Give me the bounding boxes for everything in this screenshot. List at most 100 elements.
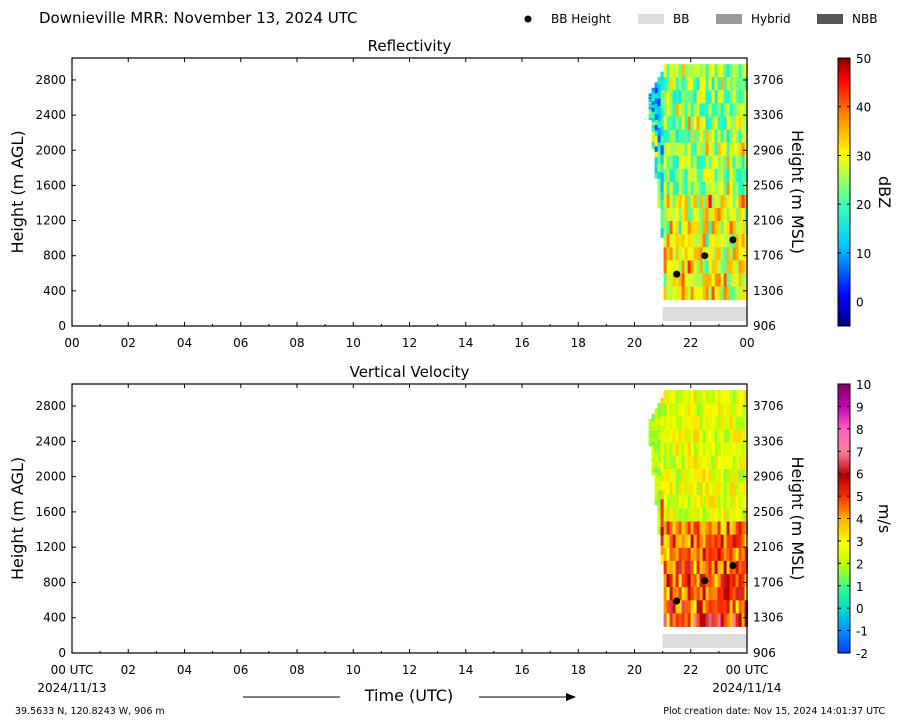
heatmap-cell — [672, 103, 676, 117]
heatmap-cell — [672, 129, 676, 144]
heatmap-cell — [720, 534, 724, 549]
heatmap-cell — [657, 483, 661, 492]
heatmap-cell — [687, 469, 691, 483]
heatmap-cell — [696, 521, 700, 535]
heatmap-cell — [744, 429, 748, 444]
heatmap-cell — [660, 471, 664, 482]
y-tick-label: 2400 — [35, 434, 66, 448]
heatmap-cell — [741, 600, 745, 614]
x-axis-label: Time (UTC) — [364, 686, 453, 705]
heatmap-cell — [705, 77, 709, 91]
heatmap-cell — [687, 547, 691, 562]
heatmap-cell — [726, 600, 730, 614]
heatmap-cell — [702, 155, 706, 170]
heatmap-cell — [675, 574, 679, 588]
heatmap-cell — [735, 195, 739, 209]
heatmap-cell — [714, 273, 718, 287]
heatmap-cell — [729, 482, 733, 496]
heatmap-cell — [681, 195, 685, 209]
heatmap-cell — [675, 208, 679, 222]
heatmap-cell — [711, 181, 715, 196]
heatmap-cell — [714, 469, 718, 483]
heatmap-cell — [723, 547, 727, 562]
heatmap-cell — [651, 125, 655, 129]
heatmap-cell — [675, 613, 679, 627]
heatmap-cell — [675, 168, 679, 183]
heatmap-cell — [717, 195, 721, 209]
x-tick-label: 20 — [627, 336, 642, 350]
heatmap-cell — [666, 234, 670, 248]
colorbar-tick-label: 9 — [856, 400, 864, 414]
heatmap-cell — [711, 234, 715, 248]
heatmap-cell — [654, 87, 658, 94]
y-tick-label: 0 — [58, 319, 66, 333]
heatmap-cell — [723, 469, 727, 483]
heatmap-cell — [684, 90, 688, 104]
x-tick-label: 00 UTC — [726, 663, 769, 677]
colorbar-tick-label: 7 — [856, 445, 864, 459]
heatmap-cell — [684, 429, 688, 444]
heatmap-cell — [735, 429, 739, 444]
heatmap-cell — [666, 390, 670, 404]
heatmap-cell — [726, 469, 730, 483]
heatmap-cell — [696, 103, 700, 117]
heatmap-cell — [720, 234, 724, 248]
heatmap-cell — [693, 273, 697, 287]
heatmap-cell — [678, 155, 682, 170]
heatmap-cell — [711, 208, 715, 222]
heatmap-cell — [675, 469, 679, 483]
heatmap-cell — [678, 521, 682, 535]
heatmap-cell — [648, 94, 652, 97]
heatmap-cell — [669, 155, 673, 170]
heatmap-cell — [666, 142, 670, 157]
heatmap-cell — [678, 403, 682, 417]
heatmap-cell — [654, 413, 658, 420]
heatmap-cell — [657, 106, 661, 114]
heatmap-cell — [717, 600, 721, 614]
heatmap-cell — [687, 116, 691, 130]
heatmap-cell — [681, 129, 685, 144]
heatmap-cell — [720, 155, 724, 170]
heatmap-cell — [693, 155, 697, 170]
colorbar — [837, 57, 851, 327]
heatmap-cell — [699, 613, 703, 627]
heatmap-cell — [720, 90, 724, 104]
heatmap-cell — [723, 181, 727, 196]
x-tick-label: 14 — [458, 663, 473, 677]
heatmap-cell — [684, 247, 688, 261]
heatmap-cell — [687, 260, 691, 274]
heatmap-cell — [690, 103, 694, 117]
heatmap-cell — [717, 534, 721, 549]
heatmap-cell — [744, 613, 748, 627]
heatmap-cell — [681, 495, 685, 509]
heatmap-cell — [723, 90, 727, 104]
heatmap-cell — [651, 451, 655, 456]
heatmap-cell — [711, 273, 715, 287]
heatmap-cell — [672, 600, 676, 614]
heatmap-cell — [735, 534, 739, 549]
heatmap-cell — [660, 554, 664, 565]
heatmap-cell — [741, 560, 745, 575]
heatmap-cell — [723, 495, 727, 509]
heatmap-cell — [660, 228, 664, 238]
heatmap-cell — [678, 273, 682, 287]
heatmap-cell — [708, 181, 712, 196]
heatmap-cell — [690, 77, 694, 91]
heatmap-cell — [675, 77, 679, 91]
y2-tick-label: 1306 — [753, 284, 784, 298]
heatmap-cell — [705, 90, 709, 104]
heatmap-cell — [657, 98, 661, 107]
heatmap-cell — [705, 469, 709, 483]
heatmap-cell — [663, 390, 667, 404]
heatmap-cell — [657, 120, 661, 129]
y2-tick-label: 2906 — [753, 470, 784, 484]
panel-title: Reflectivity — [368, 37, 452, 55]
heatmap-cell — [714, 247, 718, 261]
heatmap-cell — [669, 560, 673, 575]
heatmap-cell — [660, 508, 664, 519]
heatmap-cell — [726, 455, 730, 470]
heatmap-cell — [681, 247, 685, 261]
legend-dot-bb-height — [524, 15, 532, 23]
heatmap-cell — [705, 442, 709, 457]
heatmap-cell — [687, 195, 691, 209]
